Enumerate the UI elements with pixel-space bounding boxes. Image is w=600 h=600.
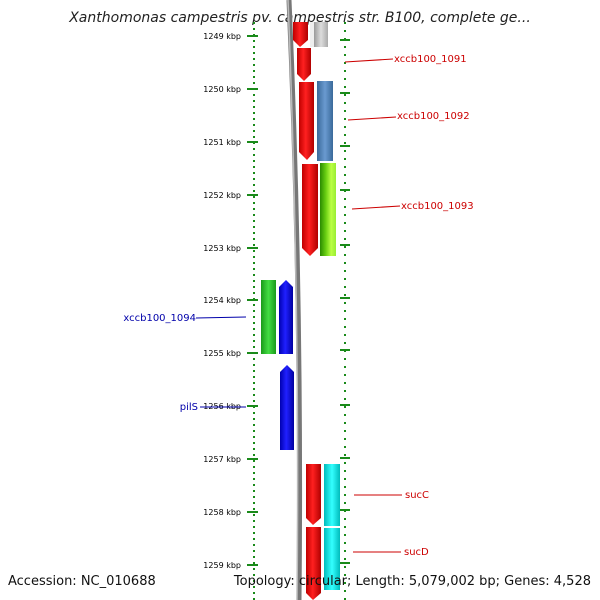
tick-label: 1258 kbp — [203, 508, 241, 517]
gene-arrow-xccb100_1094[interactable] — [279, 280, 293, 354]
gene-arrow-xccb100_1092[interactable] — [299, 82, 314, 160]
tick-label: 1251 kbp — [203, 138, 241, 147]
feature-lime-block[interactable] — [320, 163, 336, 256]
feature-cyan-block-1[interactable] — [324, 464, 340, 526]
tick-label: 1257 kbp — [203, 455, 241, 464]
tick-label: 1250 kbp — [203, 85, 241, 94]
tick-label: 1252 kbp — [203, 191, 241, 200]
gene-arrow-xccb100_1091b[interactable] — [297, 48, 311, 81]
gene-arrow-sucD[interactable] — [306, 527, 321, 600]
gene-label[interactable]: xccb100_1091 — [394, 54, 467, 65]
gene-label[interactable]: sucD — [404, 547, 429, 558]
gene-label[interactable]: xccb100_1092 — [397, 111, 470, 122]
topology-info: Topology: circular; Length: 5,079,002 bp… — [233, 574, 591, 589]
feature-green-block[interactable] — [261, 280, 276, 354]
accession-label: Accession: NC_010688 — [8, 574, 156, 589]
gene-label[interactable]: pilS — [180, 402, 198, 413]
axis-ticks — [247, 35, 258, 566]
gene-arrow-xccb100_1091[interactable] — [293, 22, 308, 47]
tick-label: 1254 kbp — [203, 296, 241, 305]
tick-label: 1249 kbp — [203, 32, 241, 41]
gene-label[interactable]: xccb100_1093 — [401, 201, 474, 212]
genome-backbone — [286, 0, 303, 600]
feature-gray-block[interactable] — [314, 22, 328, 47]
gene-arrow-xccb100_1093[interactable] — [302, 164, 318, 256]
tick-label: 1259 kbp — [203, 561, 241, 570]
gene-label[interactable]: xccb100_1094 — [123, 313, 196, 324]
gene-arrow-pilS[interactable] — [280, 365, 294, 450]
feature-cyan-block-2[interactable] — [324, 528, 340, 590]
tick-label: 1253 kbp — [203, 244, 241, 253]
feature-steelblue-block[interactable] — [317, 81, 333, 161]
gene-label[interactable]: sucC — [405, 490, 429, 501]
genome-title: Xanthomonas campestris pv. campestris st… — [69, 10, 531, 26]
gene-arrow-sucC[interactable] — [306, 464, 321, 525]
right-minor-ticks — [340, 39, 350, 564]
tick-label: 1255 kbp — [203, 349, 241, 358]
